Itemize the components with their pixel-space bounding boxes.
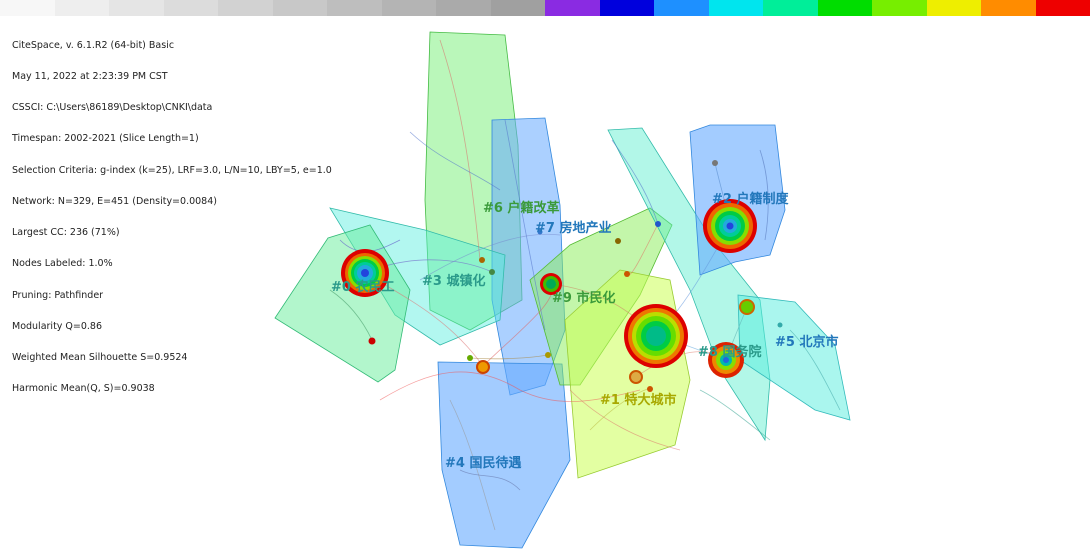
- cluster-nodes: [341, 160, 783, 392]
- node-cluster-8[interactable]: [708, 342, 744, 378]
- info-line: CiteSpace, v. 6.1.R2 (64-bit) Basic: [12, 39, 175, 51]
- timeline-slice: [817, 0, 872, 16]
- timeline-color-bar: [0, 0, 1090, 16]
- info-line: Timespan: 2002-2021 (Slice Length=1): [12, 133, 199, 145]
- timeline-slice: [872, 0, 927, 16]
- info-line: Selection Criteria: g-index (k=25), LRF=…: [12, 164, 332, 176]
- cluster-network-view[interactable]: #0 农民工 #1 特大城市 #2 户籍制度 #3 城镇化 #4 国民待遇 #5…: [0, 16, 1090, 556]
- timeline-slice: [163, 0, 218, 16]
- node[interactable]: [368, 337, 376, 345]
- node-cluster-9[interactable]: [540, 273, 562, 295]
- cluster-label-1[interactable]: #1 特大城市: [600, 392, 676, 408]
- timeline-slice: [490, 0, 545, 16]
- timeline-slice: [109, 0, 164, 16]
- timeline-slice: [327, 0, 382, 16]
- node[interactable]: [777, 322, 783, 328]
- timeline-slice: [763, 0, 818, 16]
- timeline-slice: [654, 0, 709, 16]
- node[interactable]: [537, 229, 543, 235]
- info-line: Largest CC: 236 (71%): [12, 227, 120, 239]
- cluster-label-2[interactable]: #2 户籍制度: [712, 191, 789, 207]
- timeline-slice: [545, 0, 600, 16]
- timeline-slice: [599, 0, 654, 16]
- cluster-label-5[interactable]: #5 北京市: [775, 334, 838, 350]
- cluster-label-7[interactable]: #7 房地产业: [535, 220, 611, 236]
- timeline-slice: [381, 0, 436, 16]
- timeline-slice: [1035, 0, 1090, 16]
- node[interactable]: [712, 160, 718, 166]
- cluster-label-0[interactable]: #0 农民工: [331, 279, 394, 295]
- node[interactable]: [615, 238, 621, 244]
- timeline-slice: [272, 0, 327, 16]
- cluster-label-4[interactable]: #4 国民待遇: [445, 455, 521, 471]
- node[interactable]: [479, 257, 485, 263]
- cluster-label-6[interactable]: #6 户籍改革: [483, 200, 559, 216]
- info-line: Pruning: Pathfinder: [12, 289, 104, 301]
- timeline-slice: [981, 0, 1036, 16]
- info-line: Weighted Mean Silhouette S=0.9524: [12, 352, 188, 363]
- node[interactable]: [655, 221, 661, 227]
- node[interactable]: [624, 271, 630, 277]
- node[interactable]: [545, 352, 551, 358]
- timeline-slice: [926, 0, 981, 16]
- node[interactable]: [489, 269, 495, 275]
- timeline-slice: [708, 0, 763, 16]
- timeline-slice: [218, 0, 273, 16]
- cluster-label-8[interactable]: #8 国务院: [698, 344, 761, 360]
- timeline-slice: [0, 0, 55, 16]
- node[interactable]: [647, 386, 653, 392]
- cluster-labels: #0 农民工 #1 特大城市 #2 户籍制度 #3 城镇化 #4 国民待遇 #5…: [331, 191, 838, 471]
- info-line: Harmonic Mean(Q, S)=0.9038: [12, 383, 155, 395]
- node[interactable]: [629, 370, 643, 384]
- info-line: Modularity Q=0.86: [12, 320, 103, 332]
- timeline-slice: [436, 0, 491, 16]
- node-cluster-0[interactable]: [341, 249, 389, 297]
- node[interactable]: [467, 355, 473, 361]
- info-line: Nodes Labeled: 1.0%: [12, 258, 113, 270]
- cluster-label-9[interactable]: #9 市民化: [552, 290, 615, 306]
- node-cluster-1[interactable]: [624, 304, 688, 368]
- timeline-slice: [54, 0, 109, 16]
- network-summary-text: CiteSpace, v. 6.1.R2 (64-bit) Basic May …: [12, 20, 332, 405]
- cluster-label-3[interactable]: #3 城镇化: [422, 273, 485, 289]
- info-line: Network: N=329, E=451 (Density=0.0084): [12, 195, 217, 207]
- node[interactable]: [739, 299, 755, 315]
- node-cluster-2[interactable]: [703, 199, 757, 253]
- hull-cluster-4: [437, 361, 571, 549]
- info-line: CSSCI: C:\Users\86189\Desktop\CNKI\data: [12, 102, 213, 114]
- info-line: May 11, 2022 at 2:23:39 PM CST: [12, 71, 168, 83]
- node[interactable]: [476, 360, 490, 374]
